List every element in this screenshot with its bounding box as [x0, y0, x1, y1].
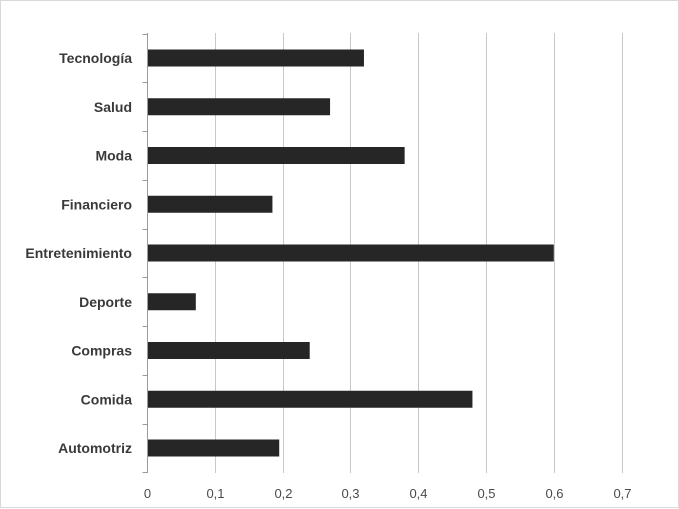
x-tick-labels: 0 0,1 0,2 0,3 0,4 0,5 0,6 0,7: [144, 486, 632, 501]
x-tick-label: 0,6: [545, 486, 563, 501]
bar: [148, 342, 310, 359]
bar: [148, 439, 280, 457]
x-tick-label: 0,5: [477, 486, 495, 501]
x-tick-label: 0,2: [274, 486, 292, 501]
bar: [148, 49, 364, 67]
bar: [148, 244, 554, 262]
x-tick-label: 0,1: [206, 486, 224, 501]
category-label: Compras: [71, 343, 132, 359]
bar: [148, 195, 273, 213]
x-tick-label: 0,4: [409, 486, 427, 501]
bar: [148, 147, 405, 164]
category-label: Salud: [94, 99, 132, 115]
x-tick-label: 0,7: [613, 486, 631, 501]
category-label: Tecnología: [59, 50, 132, 66]
category-label: Financiero: [61, 196, 132, 212]
axes: [142, 33, 148, 473]
category-label: Automotriz: [58, 440, 132, 456]
category-label: Moda: [95, 148, 132, 164]
bar: [148, 390, 473, 408]
category-label: Entretenimiento: [25, 245, 132, 261]
category-label: Comida: [81, 391, 133, 407]
bar: [148, 293, 196, 311]
x-tick-label: 0: [144, 486, 151, 501]
category-labels: Tecnología Salud Moda Financiero Entretenimi…: [25, 50, 132, 456]
x-tick-label: 0,3: [341, 486, 359, 501]
bars: [148, 49, 554, 457]
bar: [148, 98, 331, 116]
category-label: Deporte: [79, 294, 132, 310]
